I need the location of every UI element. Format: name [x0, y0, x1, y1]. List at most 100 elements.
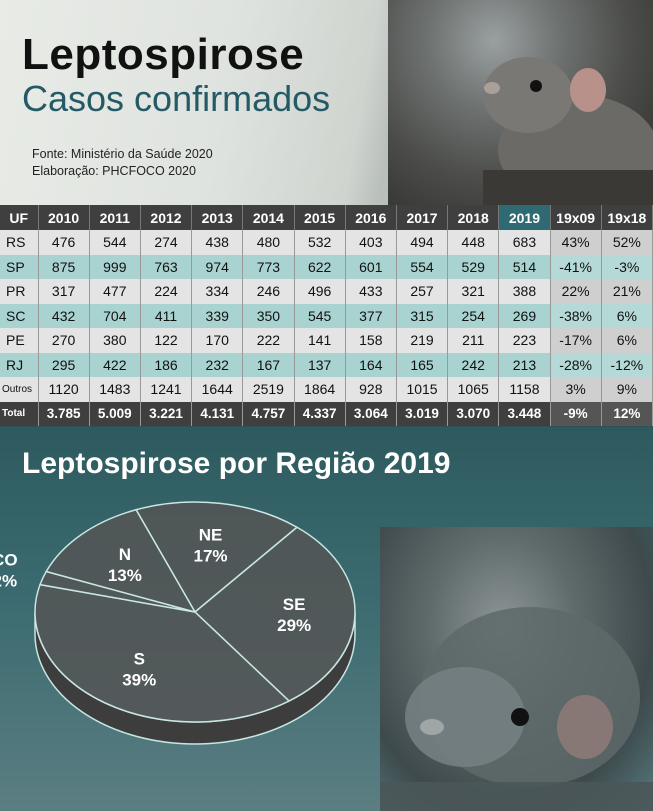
table-row: RS 476 544 274 438 480 532 403 494 448 683 43% 52% — [0, 230, 653, 255]
table-row: SP 875 999 763 974 773 622 601 554 529 514 -41% -3% — [0, 254, 653, 279]
table-cell: 9% — [601, 377, 653, 402]
table-body: RS 476 544 274 438 480 532 403 494 448 683 43% 52% SP… — [0, 230, 653, 426]
column-header: UF — [0, 205, 39, 230]
table-cell: 270 — [38, 328, 90, 353]
table-cell: 186 — [140, 352, 193, 377]
pie-label-n: N — [119, 545, 131, 564]
table-row: PE 270 380 122 170 222 141 158 219 211 223 -17% 6% — [0, 328, 653, 353]
row-label: RJ — [0, 352, 39, 377]
table-cell: 219 — [396, 328, 449, 353]
pie-label-se: SE — [283, 595, 306, 614]
table-cell: 269 — [498, 303, 551, 328]
row-label: Total — [0, 401, 39, 426]
column-header: 2014 — [242, 205, 295, 230]
table-cell: 334 — [191, 279, 244, 304]
table-cell: 141 — [294, 328, 346, 353]
pie-value-ne: 17% — [194, 547, 228, 566]
row-label: RS — [0, 230, 39, 255]
pie-slice-ne — [134, 501, 299, 614]
pie-slice-s — [34, 583, 291, 723]
pie-value-n: 13% — [108, 566, 142, 585]
pie-value-s: 39% — [122, 670, 156, 689]
page-subtitle: Casos confirmados — [22, 78, 331, 119]
table-cell: 22% — [550, 279, 602, 304]
row-label: SC — [0, 303, 39, 328]
table-cell: 438 — [191, 230, 244, 255]
table-cell: 242 — [447, 352, 500, 377]
table-cell: 213 — [498, 352, 551, 377]
credit-text: Elaboração: PHCFOCO 2020 — [32, 164, 196, 178]
table-cell: 295 — [38, 352, 90, 377]
table-cell: 875 — [38, 254, 90, 279]
table-cell: 321 — [447, 279, 500, 304]
column-header: 2015 — [294, 205, 346, 230]
table-cell: 211 — [447, 328, 500, 353]
pie-label-co: CO — [0, 551, 18, 570]
table-cell: 928 — [345, 377, 397, 402]
table-cell: 999 — [89, 254, 141, 279]
total-cell: 4.757 — [242, 401, 295, 426]
total-cell: 3.221 — [140, 401, 193, 426]
table-cell: 476 — [38, 230, 90, 255]
rat-illustration-bottom — [380, 607, 653, 811]
table-cell: 317 — [38, 279, 90, 304]
table-cell: 223 — [498, 328, 551, 353]
table-cell: 254 — [447, 303, 500, 328]
pie-label-s: S — [134, 649, 145, 668]
total-cell: 3.785 — [38, 401, 90, 426]
column-header: 2010 — [38, 205, 90, 230]
pie-value-co: 2% — [0, 572, 17, 591]
table-cell: -28% — [550, 352, 602, 377]
column-header: 19x18 — [601, 205, 653, 230]
total-cell: 4.337 — [294, 401, 346, 426]
table-cell: 377 — [345, 303, 397, 328]
pie-label-ne: NE — [199, 526, 223, 545]
table-header-row: UF 2010 2011 2012 2013 2014 2015 2016 20… — [0, 205, 653, 230]
table-cell: 21% — [601, 279, 653, 304]
rat-photo-top — [388, 0, 653, 205]
column-header: 2012 — [140, 205, 193, 230]
row-label: PR — [0, 279, 39, 304]
table-row: PR 317 477 224 334 246 496 433 257 321 388 22% 21% — [0, 279, 653, 304]
table-cell: 763 — [140, 254, 193, 279]
table-cell: 514 — [498, 254, 551, 279]
table-cell: 339 — [191, 303, 244, 328]
table-cell: 494 — [396, 230, 449, 255]
table-cell: 529 — [447, 254, 500, 279]
total-cell: 3.064 — [345, 401, 397, 426]
total-row: Total 3.785 5.009 3.221 4.131 4.757 4.337 3.064… — [0, 401, 653, 426]
table-cell: 433 — [345, 279, 397, 304]
table-cell: 224 — [140, 279, 193, 304]
row-label: Outros — [0, 377, 39, 402]
table-cell: 545 — [294, 303, 346, 328]
rat-photo-bottom — [380, 527, 653, 811]
table-cell: 6% — [601, 303, 653, 328]
table-cell: 388 — [498, 279, 551, 304]
table-cell: -38% — [550, 303, 602, 328]
pie-chart-title: Leptospirose por Região 2019 — [22, 447, 451, 480]
column-header: 2019 — [498, 205, 551, 230]
table-cell: 448 — [447, 230, 500, 255]
row-label: SP — [0, 254, 39, 279]
table-cell: 1864 — [294, 377, 346, 402]
table-cell: 1065 — [447, 377, 500, 402]
pie-section: Leptospirose por Região 2019 NE 17% SE 29% S… — [0, 427, 653, 811]
table-cell: 411 — [140, 303, 193, 328]
table-cell: 6% — [601, 328, 653, 353]
row-label: PE — [0, 328, 39, 353]
table-cell: 246 — [242, 279, 295, 304]
table-cell: 422 — [89, 352, 141, 377]
column-header: 2016 — [345, 205, 397, 230]
table-cell: 170 — [191, 328, 244, 353]
table-cell: 544 — [89, 230, 141, 255]
table-cell: 222 — [242, 328, 295, 353]
total-cell: 5.009 — [89, 401, 141, 426]
table-cell: 137 — [294, 352, 346, 377]
column-header: 19x09 — [550, 205, 602, 230]
column-header: 2011 — [89, 205, 141, 230]
table-cell: 1120 — [38, 377, 90, 402]
table-cell: 2519 — [242, 377, 295, 402]
rat-illustration-top — [483, 57, 653, 205]
table-cell: 1483 — [89, 377, 141, 402]
table-cell: 477 — [89, 279, 141, 304]
